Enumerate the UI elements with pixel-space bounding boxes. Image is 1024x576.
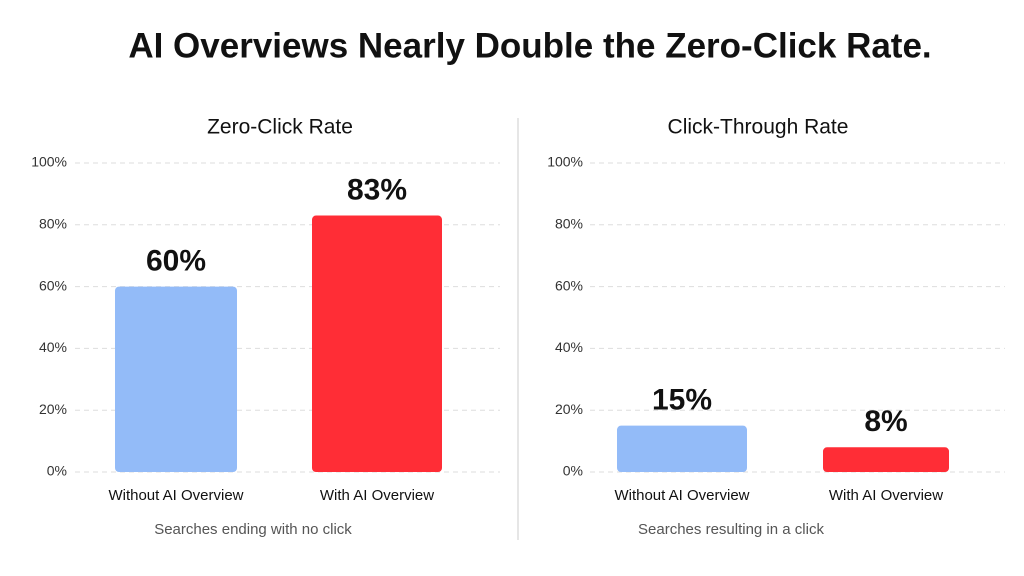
y-tick-label: 100% xyxy=(31,154,67,170)
chart-title: Zero-Click Rate xyxy=(207,116,353,139)
page-title: AI Overviews Nearly Double the Zero-Clic… xyxy=(128,26,931,65)
value-label: 15% xyxy=(652,384,712,417)
value-label: 8% xyxy=(864,405,907,438)
y-tick-label: 80% xyxy=(555,216,583,232)
x-tick-label: Without AI Overview xyxy=(614,487,749,504)
x-tick-label: Without AI Overview xyxy=(108,487,243,504)
y-tick-label: 20% xyxy=(555,401,583,417)
bar xyxy=(312,215,442,472)
y-tick-label: 80% xyxy=(39,216,67,232)
y-tick-label: 0% xyxy=(47,463,67,479)
bar xyxy=(823,447,949,472)
y-tick-label: 60% xyxy=(555,277,583,293)
y-tick-label: 40% xyxy=(555,339,583,355)
x-tick-label: With AI Overview xyxy=(829,487,943,504)
y-tick-label: 20% xyxy=(39,401,67,417)
bar xyxy=(115,286,237,472)
bar xyxy=(617,425,747,472)
y-tick-label: 0% xyxy=(563,463,583,479)
y-tick-label: 100% xyxy=(547,154,583,170)
x-axis-label: Searches resulting in a click xyxy=(638,521,824,538)
value-label: 60% xyxy=(146,245,206,278)
x-tick-label: With AI Overview xyxy=(320,487,434,504)
y-tick-label: 60% xyxy=(39,277,67,293)
x-axis-label: Searches ending with no click xyxy=(154,521,352,538)
value-label: 83% xyxy=(347,173,407,206)
chart-title: Click-Through Rate xyxy=(668,116,849,139)
y-tick-label: 40% xyxy=(39,339,67,355)
